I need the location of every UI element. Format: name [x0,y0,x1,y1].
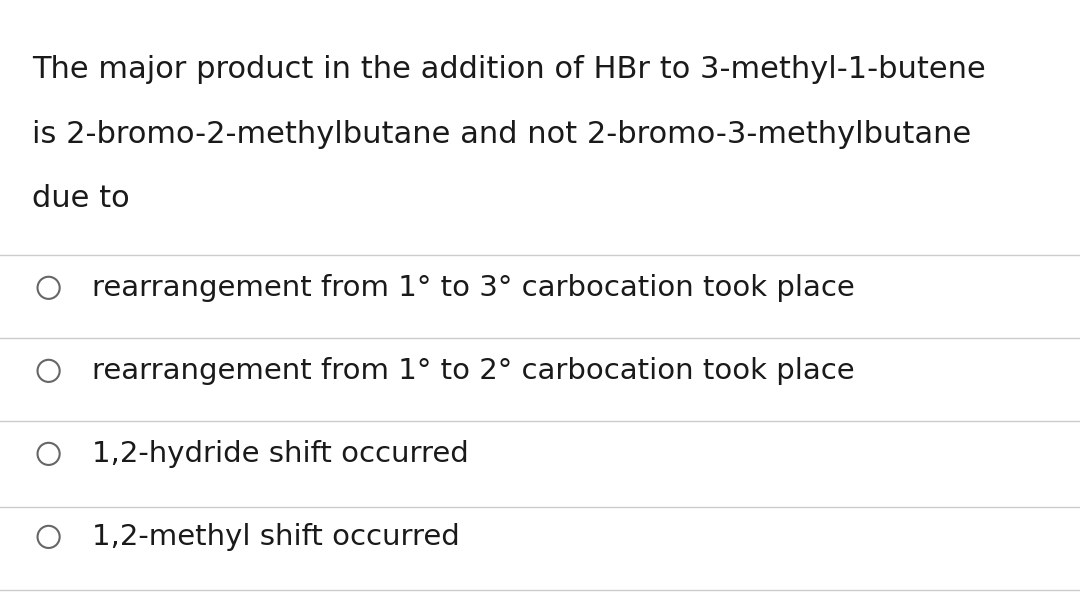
Text: 1,2-hydride shift occurred: 1,2-hydride shift occurred [92,440,469,468]
Text: rearrangement from 1° to 3° carbocation took place: rearrangement from 1° to 3° carbocation … [92,274,854,302]
Text: rearrangement from 1° to 2° carbocation took place: rearrangement from 1° to 2° carbocation … [92,357,854,385]
Text: 1,2-methyl shift occurred: 1,2-methyl shift occurred [92,523,460,551]
Text: is 2-bromo-2-methylbutane and not 2-bromo-3-methylbutane: is 2-bromo-2-methylbutane and not 2-brom… [32,120,972,149]
Text: due to: due to [32,184,130,213]
Text: The major product in the addition of HBr to 3-methyl-1-butene: The major product in the addition of HBr… [32,55,986,84]
